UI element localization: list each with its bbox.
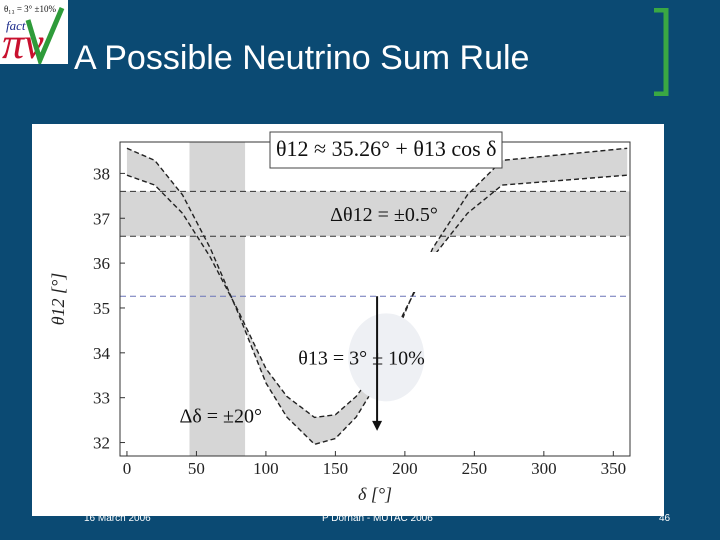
band-layer bbox=[120, 142, 630, 456]
footer-date: 16 March 2006 bbox=[84, 513, 151, 524]
x-tick-label: 100 bbox=[253, 459, 279, 478]
vertical-band-label: Δδ = ±20° bbox=[179, 405, 262, 427]
logo-top-text: θ₁₃ = 3° ±10% bbox=[4, 4, 56, 14]
chart-panel: 0 50 100 150 200 250 300 350 32 33 34 35 36 37 38 δ [°]… bbox=[32, 124, 664, 516]
horizontal-band-label: Δθ12 = ±0.5° bbox=[330, 204, 438, 226]
x-tick-label: 0 bbox=[123, 459, 132, 478]
x-tick-label: 150 bbox=[323, 459, 349, 478]
footer-author: P Dornan - MUTAC 2006 bbox=[322, 513, 433, 524]
formula-box bbox=[269, 131, 503, 169]
logo-swoosh bbox=[25, 7, 65, 68]
annotation-blob bbox=[348, 313, 425, 402]
curve-layer bbox=[120, 147, 630, 446]
x-tick-label: 300 bbox=[531, 459, 557, 478]
x-tick-label: 200 bbox=[392, 459, 418, 478]
x-tick-label: 250 bbox=[462, 459, 488, 478]
theta13-annotation: θ13 = 3° ± 10% bbox=[298, 347, 425, 369]
slide-title: A Possible Neutrino Sum Rule bbox=[74, 39, 530, 77]
x-axis-label: δ [°] bbox=[358, 484, 392, 504]
curve-band-fill bbox=[126, 148, 628, 445]
y-tick-label: 32 bbox=[93, 434, 110, 453]
annotation-layer: Δθ12 = ±0.5° Δδ = ±20° θ13 = 3° ± 10% bbox=[179, 204, 438, 431]
fact-logo-graphic: θ₁₃ = 3° ±10% πν fact bbox=[0, 0, 68, 68]
y-tick-label: 37 bbox=[93, 209, 111, 228]
vertical-band bbox=[189, 142, 246, 456]
y-tick-label: 35 bbox=[93, 299, 110, 318]
y-tick-label: 38 bbox=[93, 164, 110, 183]
whiteout-box bbox=[246, 252, 484, 292]
x-tick-label: 350 bbox=[601, 459, 627, 478]
logo-sub: fact bbox=[6, 18, 26, 33]
arrow-head bbox=[372, 420, 383, 431]
y-tick-label: 33 bbox=[93, 389, 110, 408]
title-bracket-icon bbox=[654, 8, 669, 96]
series-curve-0 bbox=[126, 147, 628, 446]
formula-text: θ12 ≈ 35.26° + θ13 cos δ bbox=[276, 136, 497, 161]
y-tick-label: 34 bbox=[93, 344, 111, 363]
y-axis-label: θ12 [°] bbox=[48, 273, 68, 326]
x-tick-label: 50 bbox=[188, 459, 205, 478]
footer-page-number: 46 bbox=[659, 513, 671, 524]
y-tick-label: 36 bbox=[93, 254, 110, 273]
sum-rule-chart: 0 50 100 150 200 250 300 350 32 33 34 35 36 37 38 δ [°]… bbox=[32, 124, 664, 516]
fact-logo: θ₁₃ = 3° ±10% πν fact bbox=[0, 0, 68, 68]
